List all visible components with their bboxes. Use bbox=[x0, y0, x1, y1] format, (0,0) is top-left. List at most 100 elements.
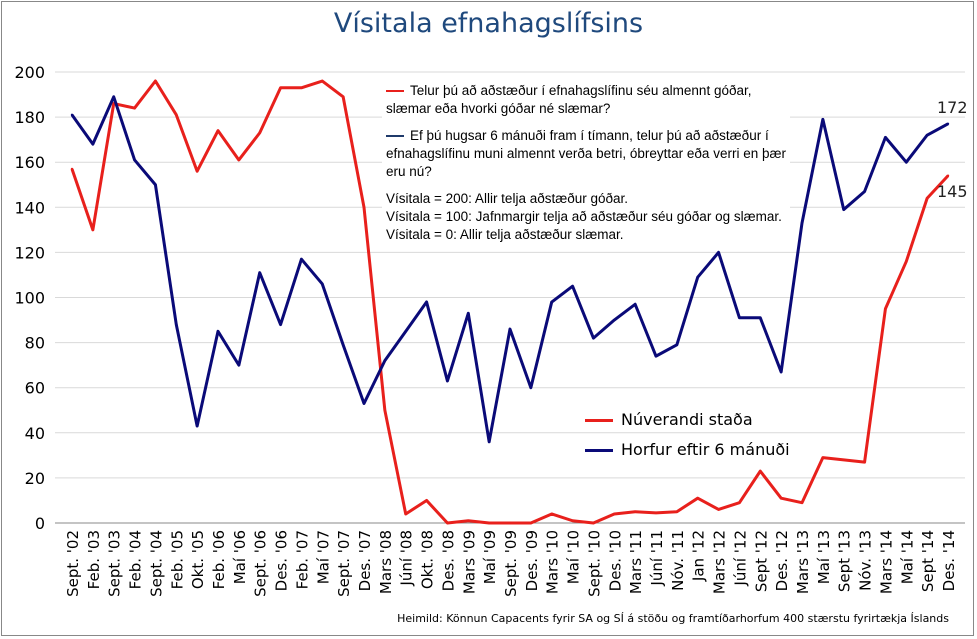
data-point bbox=[696, 496, 699, 500]
x-tick-label: Des. '12 bbox=[773, 530, 791, 591]
legend-navy-line-icon bbox=[585, 449, 613, 452]
data-point bbox=[884, 136, 887, 139]
data-point bbox=[550, 512, 553, 516]
x-tick-label: Des. '14 bbox=[940, 530, 958, 591]
data-point bbox=[383, 409, 387, 412]
data-point bbox=[613, 318, 616, 322]
x-tick-label: Feb. '05 bbox=[168, 530, 186, 589]
x-tick-label: Mars '08 bbox=[377, 530, 395, 594]
legend-item-nuverandi: Núverandi staða bbox=[585, 410, 753, 429]
data-point bbox=[613, 512, 616, 516]
x-tick-label: Maí '14 bbox=[898, 530, 916, 584]
x-tick-label: Maí '07 bbox=[314, 530, 332, 584]
x-tick-label: Okt. '05 bbox=[189, 530, 207, 589]
x-tick-label: Maí '10 bbox=[565, 530, 583, 584]
data-point bbox=[529, 386, 533, 389]
y-tick-label: 100 bbox=[14, 289, 45, 308]
y-tick-label: 140 bbox=[14, 198, 45, 217]
x-tick-label: Mars '12 bbox=[711, 530, 729, 594]
data-point bbox=[696, 276, 699, 279]
x-tick-label: Jan '12 bbox=[690, 530, 708, 582]
note-q2-text: Ef þú hugsar 6 mánuði fram í tímann, tel… bbox=[386, 128, 786, 179]
data-point bbox=[925, 133, 929, 137]
data-point bbox=[508, 327, 512, 331]
x-tick-label: Mars '09 bbox=[460, 530, 478, 594]
note-q2: Ef þú hugsar 6 mánuði fram í tímann, tel… bbox=[386, 127, 786, 181]
data-point bbox=[404, 512, 407, 516]
x-tick-label: Des. '10 bbox=[606, 530, 624, 591]
x-tick-label: Sept. '02 bbox=[64, 530, 82, 597]
note-q1-text: Telur þú að aðstæður í efnahagslífinu sé… bbox=[386, 83, 752, 116]
note-q1: Telur þú að aðstæður í efnahagslífinu sé… bbox=[386, 82, 786, 118]
x-tick-label: Des. '09 bbox=[523, 530, 541, 591]
data-point bbox=[779, 370, 783, 374]
data-point bbox=[70, 167, 74, 171]
y-tick-label: 0 bbox=[35, 514, 45, 533]
data-point bbox=[863, 460, 866, 464]
x-tick-label: Sept. '10 bbox=[585, 530, 603, 597]
y-tick-label: 160 bbox=[14, 153, 45, 172]
data-point bbox=[300, 86, 303, 89]
data-point bbox=[800, 221, 804, 225]
legend-red-line-icon bbox=[585, 419, 613, 422]
x-tick-label: Júní '11 bbox=[648, 530, 666, 587]
data-point bbox=[592, 336, 595, 340]
data-point bbox=[905, 161, 908, 164]
x-tick-label: Feb. '06 bbox=[210, 530, 228, 589]
x-tick-label: Feb. '03 bbox=[85, 530, 103, 589]
data-point bbox=[300, 257, 303, 261]
data-point bbox=[362, 402, 366, 405]
x-tick-label: Des. '08 bbox=[439, 530, 457, 591]
x-tick-label: Sept. '09 bbox=[502, 530, 520, 597]
x-tick-label: Sept '14 bbox=[919, 530, 937, 592]
data-point bbox=[863, 190, 866, 193]
data-point bbox=[237, 363, 241, 367]
data-point bbox=[487, 440, 491, 444]
x-tick-label: Des. '06 bbox=[273, 530, 291, 591]
x-tick-label: Maí '13 bbox=[815, 530, 833, 584]
data-point bbox=[404, 330, 407, 333]
data-point bbox=[175, 323, 178, 326]
data-point bbox=[321, 79, 324, 83]
data-point bbox=[946, 174, 950, 177]
x-tick-label: Nóv. '13 bbox=[857, 530, 875, 591]
x-tick-label: Sept. '04 bbox=[147, 530, 165, 597]
data-point bbox=[258, 271, 261, 274]
data-point bbox=[446, 379, 449, 383]
navy-swatch-icon bbox=[386, 135, 404, 138]
y-tick-label: 80 bbox=[25, 334, 45, 353]
y-tick-label: 60 bbox=[25, 379, 45, 398]
data-point bbox=[487, 521, 491, 525]
data-point bbox=[925, 197, 929, 200]
y-tick-label: 200 bbox=[14, 63, 45, 82]
red-swatch-icon bbox=[386, 90, 404, 93]
data-point bbox=[571, 519, 574, 522]
x-tick-label: Nóv. '11 bbox=[669, 530, 687, 591]
data-point bbox=[133, 106, 136, 110]
data-point bbox=[675, 343, 679, 347]
x-tick-label: Sept '12 bbox=[752, 530, 770, 592]
end-label-nuverandi: 145 bbox=[937, 182, 968, 201]
data-point bbox=[216, 330, 220, 333]
data-point bbox=[529, 521, 533, 525]
data-point bbox=[738, 316, 741, 319]
data-point bbox=[237, 158, 241, 162]
data-point bbox=[154, 183, 157, 186]
question-notes: Telur þú að aðstæður í efnahagslífinu sé… bbox=[382, 80, 790, 246]
data-point bbox=[425, 499, 428, 502]
data-point bbox=[759, 469, 762, 473]
x-tick-label: Mars '14 bbox=[877, 530, 895, 594]
legend-label: Horfur eftir 6 mánuði bbox=[621, 440, 790, 459]
data-point bbox=[821, 456, 825, 459]
x-tick-label: Feb. '04 bbox=[127, 530, 145, 589]
scale-200: Vísitala = 200: Allir telja aðstæður góð… bbox=[386, 191, 629, 206]
data-point bbox=[216, 129, 220, 132]
scale-0: Vísitala = 0: Allir telja aðstæður slæma… bbox=[386, 227, 624, 242]
data-point bbox=[446, 521, 449, 525]
x-tick-label: Maí '06 bbox=[231, 530, 249, 584]
x-tick-label: Maí '09 bbox=[481, 530, 499, 584]
x-tick-label: Mars '13 bbox=[794, 530, 812, 594]
data-point bbox=[341, 95, 345, 99]
